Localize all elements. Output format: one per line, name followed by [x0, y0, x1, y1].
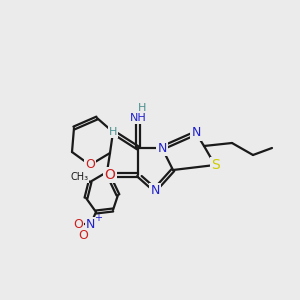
- Text: N: N: [86, 218, 95, 231]
- Text: N: N: [150, 184, 160, 196]
- Text: N: N: [157, 142, 167, 154]
- Text: NH: NH: [130, 113, 146, 123]
- Text: S: S: [211, 158, 219, 172]
- Text: O: O: [78, 229, 88, 242]
- Text: +: +: [94, 213, 102, 223]
- Text: O: O: [85, 158, 95, 172]
- Text: O: O: [105, 168, 116, 182]
- Text: N: N: [191, 127, 201, 140]
- Text: CH₃: CH₃: [70, 172, 88, 182]
- Text: H: H: [109, 127, 117, 137]
- Text: O: O: [73, 218, 83, 231]
- Text: H: H: [138, 103, 147, 112]
